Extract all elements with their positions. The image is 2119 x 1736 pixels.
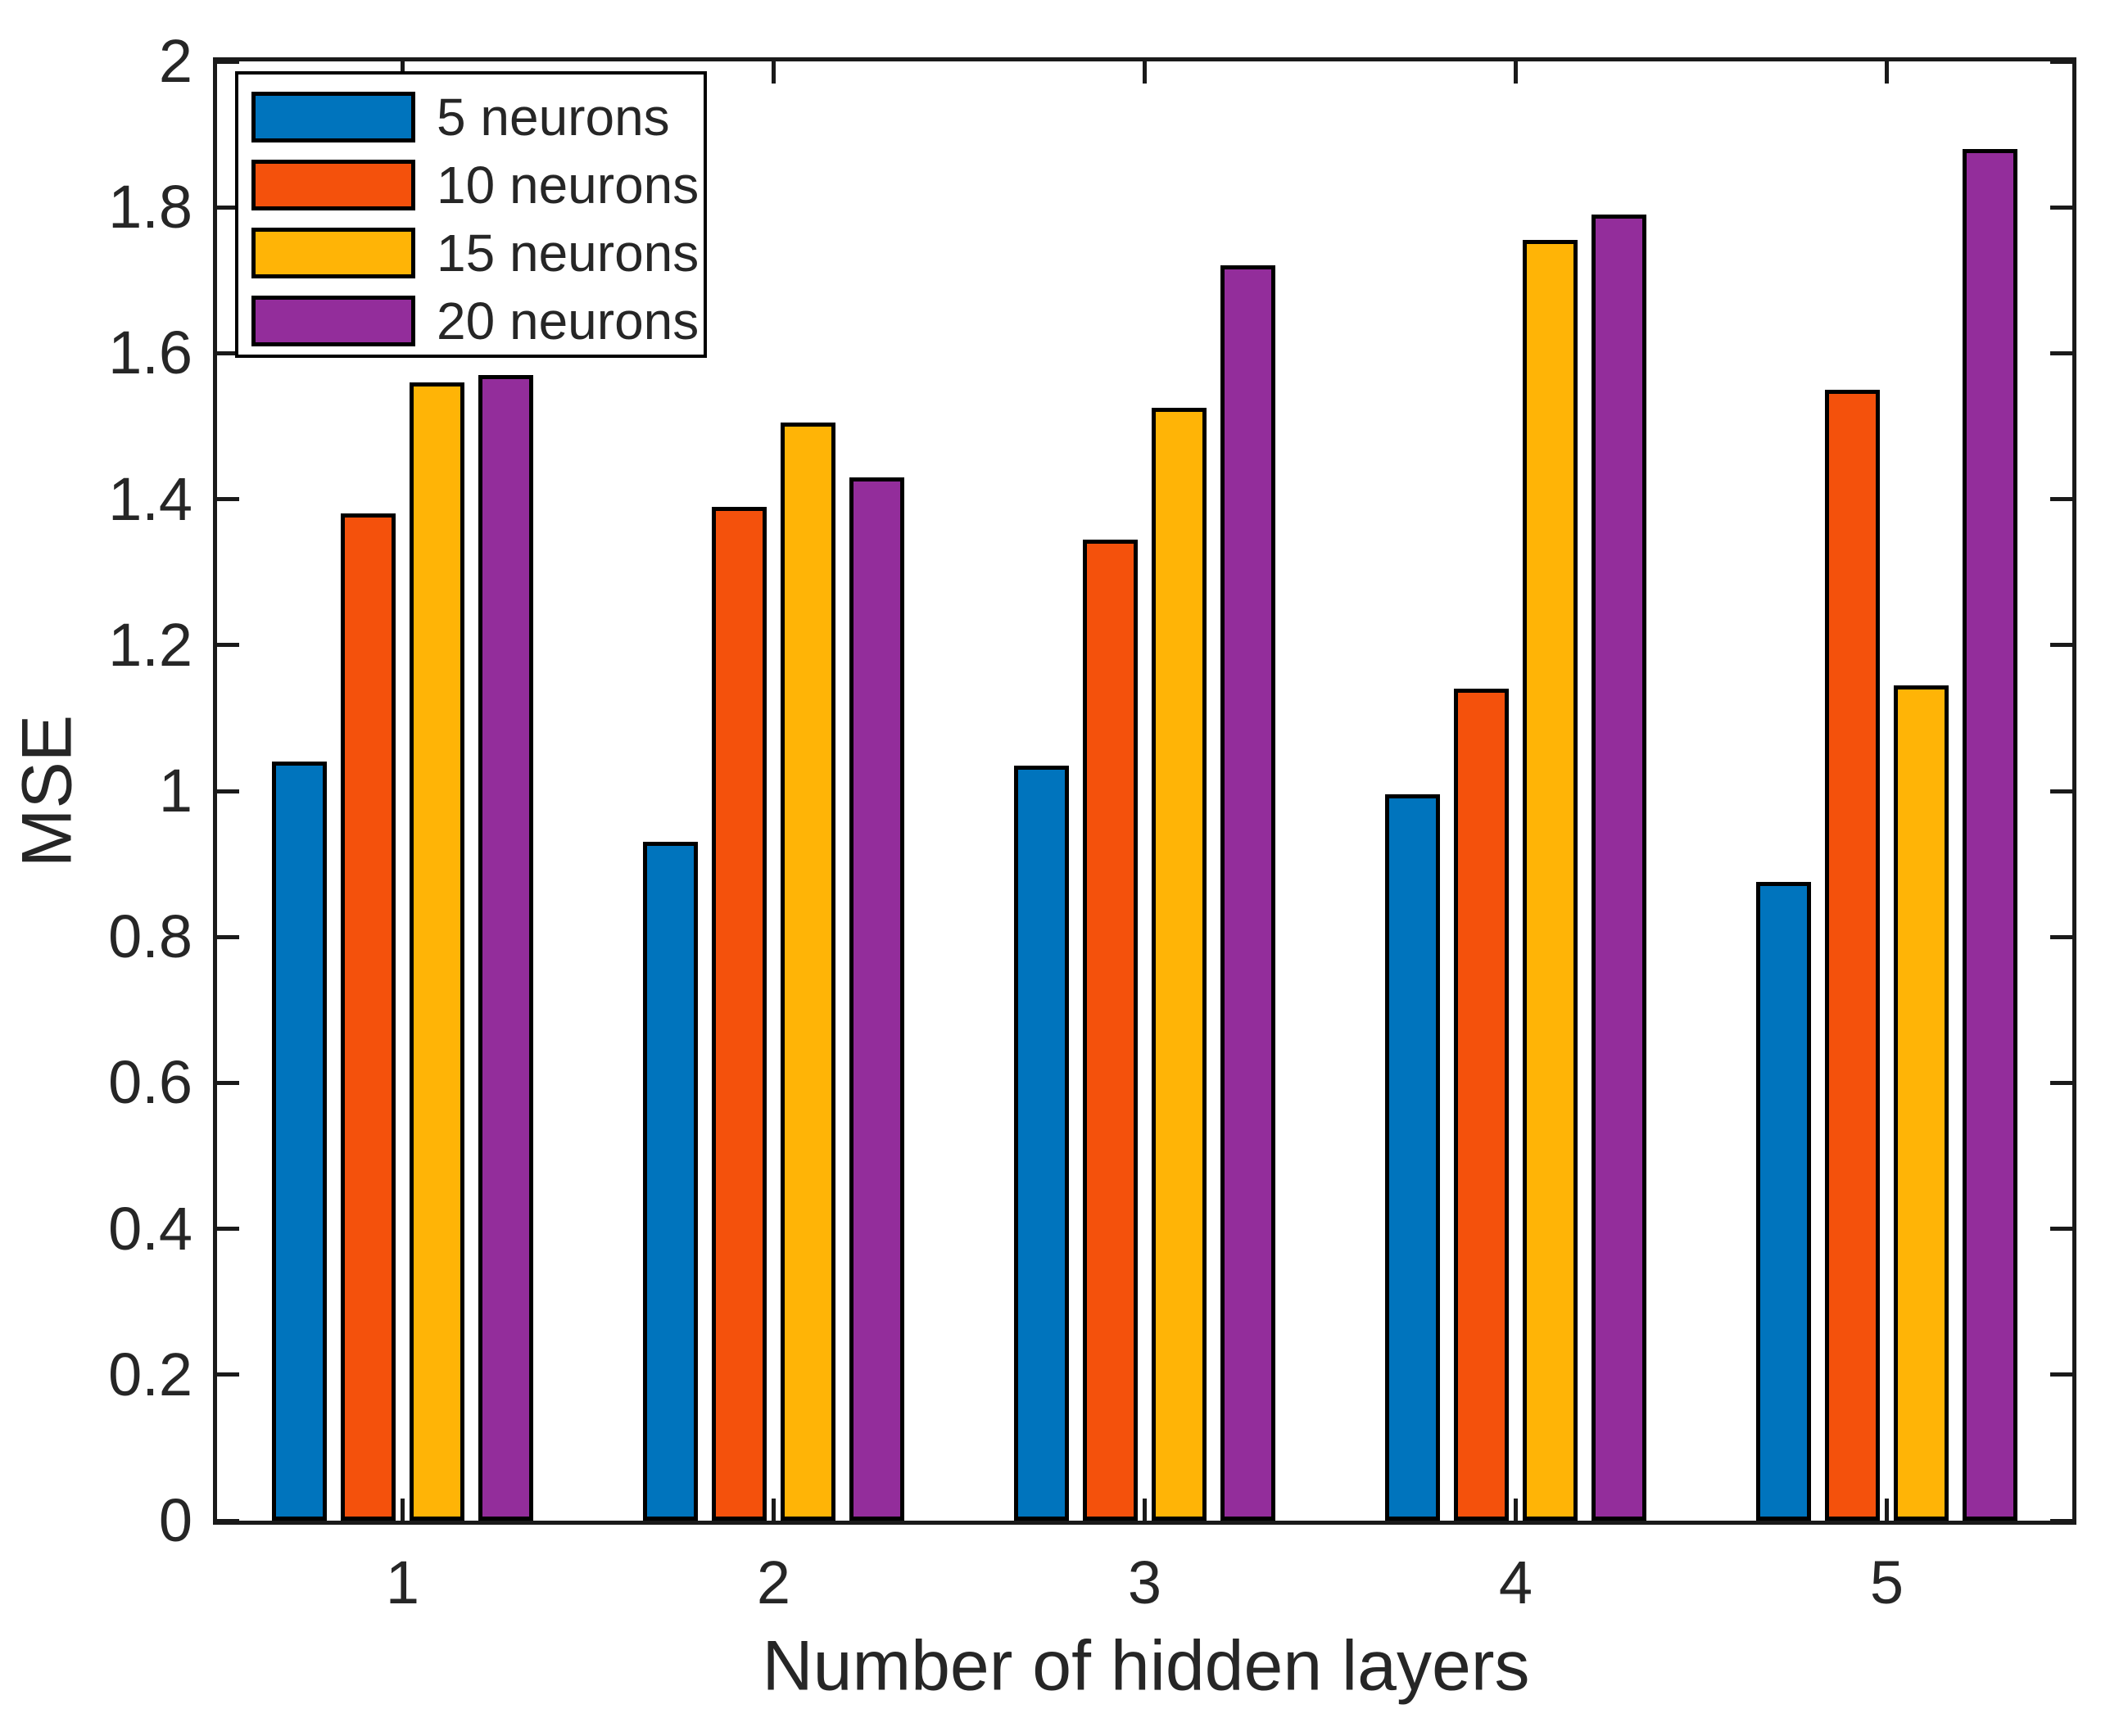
y-tick-mark bbox=[217, 350, 239, 355]
bar-10-neurons-layers-4 bbox=[1454, 689, 1509, 1521]
bar-10-neurons-layers-2 bbox=[712, 506, 767, 1521]
bar-10-neurons-layers-1 bbox=[341, 513, 396, 1521]
y-tick-mark bbox=[2050, 934, 2072, 939]
y-tick-mark bbox=[2050, 1080, 2072, 1085]
plot-area: 5 neurons 10 neurons 15 neurons 20 neurons bbox=[213, 57, 2076, 1525]
bar-20-neurons-layers-3 bbox=[1220, 265, 1275, 1521]
bar-10-neurons-layers-5 bbox=[1825, 389, 1880, 1521]
x-tick-label: 5 bbox=[1869, 1548, 1904, 1616]
bar-15-neurons-layers-4 bbox=[1523, 240, 1578, 1521]
legend-swatch-20-neurons bbox=[251, 295, 415, 346]
y-tick-label: 1.8 bbox=[108, 173, 192, 242]
bar-20-neurons-layers-5 bbox=[1963, 148, 2017, 1521]
y-tick-label: 1.6 bbox=[108, 319, 192, 387]
y-tick-label: 0.6 bbox=[108, 1048, 192, 1117]
bar-5-neurons-layers-5 bbox=[1756, 882, 1811, 1521]
bar-15-neurons-layers-1 bbox=[410, 382, 464, 1521]
legend-row: 10 neurons bbox=[238, 151, 704, 219]
y-tick-mark bbox=[2050, 59, 2072, 64]
x-tick-mark bbox=[1143, 61, 1147, 84]
y-tick-mark bbox=[2050, 1518, 2072, 1523]
y-tick-mark bbox=[217, 1227, 239, 1232]
bar-15-neurons-layers-5 bbox=[1894, 685, 1949, 1521]
x-tick-label: 4 bbox=[1498, 1548, 1533, 1616]
y-tick-mark bbox=[2050, 643, 2072, 648]
x-tick-mark bbox=[1514, 1499, 1518, 1521]
x-tick-mark bbox=[772, 61, 776, 84]
y-tick-mark bbox=[217, 643, 239, 648]
legend-row: 5 neurons bbox=[238, 83, 704, 151]
x-tick-mark bbox=[1514, 61, 1518, 84]
x-tick-label: 2 bbox=[756, 1548, 791, 1616]
legend-swatch-10-neurons bbox=[251, 159, 415, 210]
legend-label: 5 neurons bbox=[437, 87, 670, 147]
legend-row: 20 neurons bbox=[238, 287, 704, 355]
bar-20-neurons-layers-4 bbox=[1592, 215, 1646, 1521]
bar-15-neurons-layers-2 bbox=[781, 423, 835, 1521]
bar-5-neurons-layers-3 bbox=[1014, 765, 1069, 1521]
legend-label: 15 neurons bbox=[437, 223, 700, 283]
y-tick-mark bbox=[2050, 205, 2072, 210]
y-tick-label: 0 bbox=[158, 1486, 192, 1554]
y-tick-label: 1.4 bbox=[108, 464, 192, 533]
bar-5-neurons-layers-4 bbox=[1385, 794, 1440, 1521]
x-tick-mark bbox=[1885, 1499, 1889, 1521]
bar-15-neurons-layers-3 bbox=[1152, 408, 1207, 1521]
legend: 5 neurons 10 neurons 15 neurons 20 neurons bbox=[235, 71, 707, 358]
y-tick-mark bbox=[217, 59, 239, 64]
bar-5-neurons-layers-1 bbox=[272, 762, 327, 1521]
bar-10-neurons-layers-3 bbox=[1083, 539, 1138, 1521]
y-tick-mark bbox=[217, 497, 239, 502]
x-tick-mark bbox=[772, 1499, 776, 1521]
y-tick-label: 0.4 bbox=[108, 1194, 192, 1263]
bar-20-neurons-layers-2 bbox=[849, 477, 904, 1521]
y-tick-label: 2 bbox=[158, 27, 192, 95]
x-tick-mark bbox=[401, 1499, 405, 1521]
y-tick-label: 1 bbox=[158, 757, 192, 825]
legend-swatch-15-neurons bbox=[251, 227, 415, 278]
x-axis-label: Number of hidden layers bbox=[762, 1626, 1530, 1706]
legend-row: 15 neurons bbox=[238, 219, 704, 287]
x-tick-mark bbox=[1143, 1499, 1147, 1521]
bar-20-neurons-layers-1 bbox=[478, 375, 533, 1521]
y-tick-mark bbox=[217, 1080, 239, 1085]
y-tick-label: 0.2 bbox=[108, 1340, 192, 1408]
y-tick-mark bbox=[2050, 789, 2072, 793]
y-tick-mark bbox=[2050, 1227, 2072, 1232]
y-tick-mark bbox=[2050, 1372, 2072, 1377]
x-tick-label: 1 bbox=[385, 1548, 420, 1616]
x-tick-mark bbox=[1885, 61, 1889, 84]
y-tick-mark bbox=[217, 789, 239, 793]
y-tick-mark bbox=[217, 205, 239, 210]
y-tick-mark bbox=[217, 1518, 239, 1523]
legend-label: 20 neurons bbox=[437, 291, 700, 350]
y-tick-mark bbox=[2050, 350, 2072, 355]
y-tick-label: 1.2 bbox=[108, 610, 192, 679]
legend-label: 10 neurons bbox=[437, 155, 700, 215]
y-tick-mark bbox=[2050, 497, 2072, 502]
y-tick-mark bbox=[217, 1372, 239, 1377]
bar-5-neurons-layers-2 bbox=[643, 842, 698, 1521]
y-tick-mark bbox=[217, 934, 239, 939]
y-tick-label: 0.8 bbox=[108, 902, 192, 971]
legend-swatch-5-neurons bbox=[251, 91, 415, 142]
x-tick-label: 3 bbox=[1127, 1548, 1162, 1616]
